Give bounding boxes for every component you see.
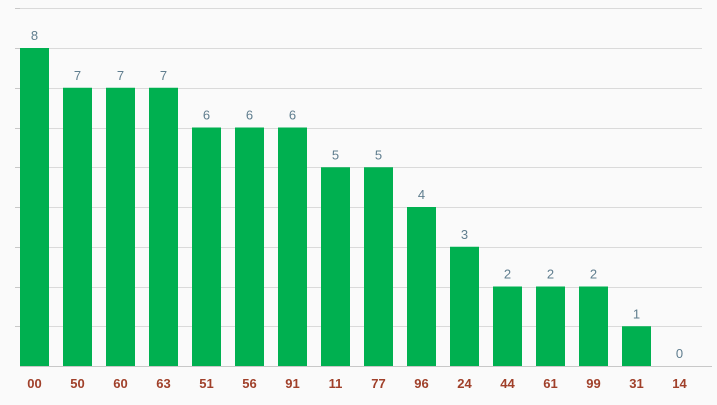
category-label-60: 60 — [113, 376, 127, 391]
value-label-51: 6 — [203, 108, 210, 123]
bar-31 — [622, 326, 651, 366]
value-label-77: 5 — [375, 147, 382, 162]
bar-00 — [20, 48, 49, 366]
category-label-56: 56 — [242, 376, 256, 391]
value-label-60: 7 — [117, 68, 124, 83]
bar-56 — [235, 127, 264, 366]
bar-99 — [579, 286, 608, 366]
value-label-31: 1 — [633, 306, 640, 321]
bar-63 — [149, 87, 178, 366]
value-label-61: 2 — [547, 267, 554, 282]
value-label-24: 3 — [461, 227, 468, 242]
bar-96 — [407, 207, 436, 366]
bars — [20, 48, 651, 366]
category-label-50: 50 — [70, 376, 84, 391]
value-label-00: 8 — [31, 28, 38, 43]
value-label-91: 6 — [289, 108, 296, 123]
bar-50 — [63, 87, 92, 366]
category-label-51: 51 — [199, 376, 213, 391]
category-label-00: 00 — [27, 376, 41, 391]
value-label-56: 6 — [246, 108, 253, 123]
category-label-99: 99 — [586, 376, 600, 391]
value-label-99: 2 — [590, 267, 597, 282]
bar-24 — [450, 246, 479, 366]
category-label-61: 61 — [543, 376, 557, 391]
value-label-96: 4 — [418, 187, 425, 202]
value-label-11: 5 — [332, 147, 339, 162]
bar-11 — [321, 167, 350, 366]
category-label-24: 24 — [457, 376, 472, 391]
value-label-50: 7 — [74, 68, 81, 83]
category-label-63: 63 — [156, 376, 170, 391]
bar-51 — [192, 127, 221, 366]
bar-77 — [364, 167, 393, 366]
category-label-44: 44 — [500, 376, 515, 391]
bar-61 — [536, 286, 565, 366]
value-labels: 8 7 7 7 6 6 6 5 5 4 3 2 2 2 1 0 — [31, 28, 683, 361]
category-label-96: 96 — [414, 376, 428, 391]
category-label-11: 11 — [329, 376, 343, 391]
value-label-44: 2 — [504, 267, 511, 282]
category-label-91: 91 — [285, 376, 299, 391]
category-labels: 00 50 60 63 51 56 91 11 77 96 24 44 61 99 31 14 — [27, 376, 687, 391]
category-label-31: 31 — [629, 376, 643, 391]
value-label-63: 7 — [160, 68, 167, 83]
bar-60 — [106, 87, 135, 366]
category-label-77: 77 — [371, 376, 385, 391]
value-label-14: 0 — [676, 346, 683, 361]
bar-91 — [278, 127, 307, 366]
category-label-14: 14 — [672, 376, 687, 391]
bar-44 — [493, 286, 522, 366]
